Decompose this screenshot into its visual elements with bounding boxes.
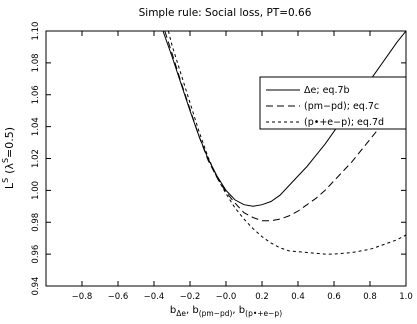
x-tick-label: −0.6 bbox=[108, 292, 129, 302]
y-label-paren-sup: S bbox=[1, 158, 10, 163]
y-tick-label: 0.94 bbox=[31, 277, 41, 296]
y-label-sup: S bbox=[1, 178, 10, 183]
series-line-3 bbox=[167, 31, 406, 255]
y-label-main: L bbox=[3, 182, 16, 189]
axis-ticks bbox=[46, 30, 407, 287]
legend-items: Δe; eq.7b (pm−pd); eq.7c (p•+e−p); eq.7d bbox=[266, 85, 384, 128]
chart-title: Simple rule: Social loss, PT=0.66 bbox=[139, 7, 312, 19]
y-axis-label: LS(λS=0.5) bbox=[1, 127, 16, 189]
x-label-sub: Δe bbox=[176, 309, 186, 318]
x-label-sep: , bbox=[186, 305, 192, 316]
y-label-paren: (λ bbox=[3, 163, 16, 174]
x-label-sub: (pm−pd) bbox=[199, 309, 233, 318]
x-tick-labels: −0.8 −0.6 −0.4 −0.2 −0.0 0.2 0.4 0.6 0.8 1.0 bbox=[72, 292, 413, 302]
x-tick-label: 0.4 bbox=[291, 292, 305, 302]
y-label-tail: =0.5) bbox=[3, 127, 16, 158]
y-tick-label: 1.10 bbox=[31, 22, 41, 41]
legend-label-3: (p•+e−p); eq.7d bbox=[304, 117, 384, 128]
x-label-base: b bbox=[170, 305, 176, 316]
y-tick-label: 1.08 bbox=[31, 53, 41, 72]
y-tick-labels: 0.94 0.96 0.98 1.00 1.02 1.04 1.06 1.08 1.10 bbox=[31, 22, 41, 296]
x-tick-label: −0.0 bbox=[216, 292, 237, 302]
x-label-sep: , bbox=[232, 305, 238, 316]
y-tick-label: 1.00 bbox=[31, 181, 41, 200]
legend-box bbox=[259, 76, 407, 130]
y-tick-label: 1.02 bbox=[31, 149, 41, 168]
x-tick-label: 0.8 bbox=[363, 292, 377, 302]
series-line-2 bbox=[164, 31, 406, 222]
x-tick-label: −0.4 bbox=[144, 292, 165, 302]
legend-label-1: Δe; eq.7b bbox=[304, 85, 350, 96]
x-tick-label: 0.6 bbox=[327, 292, 341, 302]
y-tick-label: 1.04 bbox=[31, 117, 41, 136]
x-label-base: b bbox=[239, 305, 245, 316]
x-axis-label: bΔe, b(pm−pd), b(p•+e−p) bbox=[170, 305, 282, 318]
plot-frame bbox=[45, 30, 407, 287]
legend: Δe; eq.7b (pm−pd); eq.7c (p•+e−p); eq.7d bbox=[259, 76, 407, 130]
series-group bbox=[162, 31, 406, 255]
y-tick-label: 1.06 bbox=[31, 85, 41, 104]
y-tick-label: 0.96 bbox=[31, 245, 41, 264]
x-tick-label: −0.8 bbox=[72, 292, 93, 302]
y-tick-label: 0.98 bbox=[31, 213, 41, 232]
x-tick-label: 0.2 bbox=[255, 292, 269, 302]
x-label-base: b bbox=[192, 305, 198, 316]
x-tick-label: 1.0 bbox=[399, 292, 413, 302]
x-tick-label: −0.2 bbox=[180, 292, 201, 302]
legend-label-2: (pm−pd); eq.7c bbox=[304, 101, 379, 112]
x-label-sub: (p•+e−p) bbox=[245, 309, 282, 318]
